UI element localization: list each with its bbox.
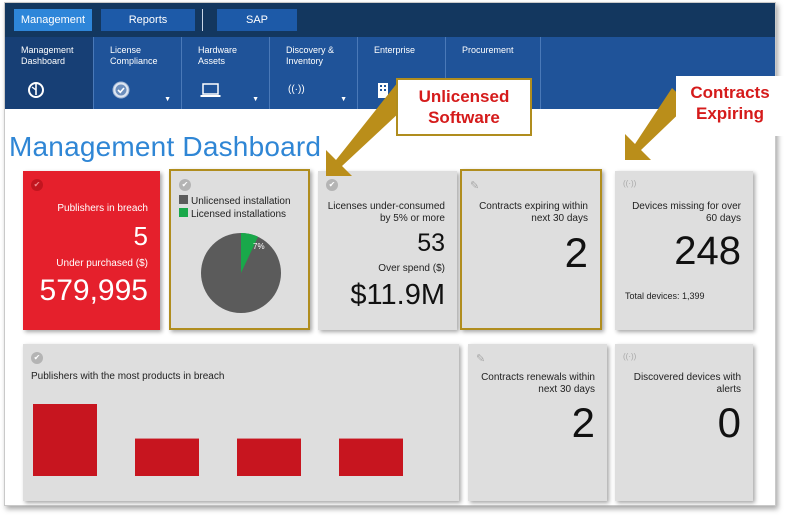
top-navigation: Management Reports SAP	[5, 3, 775, 37]
publisher-bar[interactable]	[237, 438, 301, 476]
tab-separator	[202, 9, 203, 31]
nav-label: Hardware Assets	[198, 45, 238, 66]
check-icon: ✔	[179, 179, 191, 191]
under-purchased-value: 579,995	[39, 274, 148, 307]
nav-label: Management Dashboard	[21, 45, 74, 66]
over-spend-label: Over spend ($)	[378, 263, 445, 274]
tile-licenses-underconsumed[interactable]: ✔ Licenses under-consumed by 5% or more …	[318, 171, 457, 330]
discovered-alerts-count: 0	[717, 399, 741, 446]
tile-publishers-most-products[interactable]: ✔ Publishers with the most products in b…	[23, 344, 459, 501]
legend-item-unlicensed: Unlicensed installation	[179, 195, 291, 208]
chevron-down-icon[interactable]: ▼	[340, 96, 347, 103]
nav-management-dashboard[interactable]: Management Dashboard	[5, 37, 93, 109]
contract-pen-icon: ✎	[470, 180, 480, 192]
check-icon: ✔	[31, 352, 43, 364]
underconsumed-count: 53	[417, 229, 445, 257]
nav-label: Discovery & Inventory	[286, 45, 335, 66]
tile-unlicensed-installations[interactable]: ✔ Unlicensed installation Licensed insta…	[169, 169, 310, 330]
publishers-bar-chart	[33, 404, 403, 476]
publishers-products-label: Publishers with the most products in bre…	[31, 371, 225, 382]
tile-contract-renewals[interactable]: ✎ Contracts renewals within next 30 days…	[468, 344, 607, 501]
devices-missing-count: 248	[674, 229, 741, 273]
check-icon: ✔	[31, 179, 43, 191]
total-devices: Total devices: 1,399	[625, 291, 705, 301]
building-icon	[376, 81, 394, 99]
publisher-bar[interactable]	[339, 438, 403, 476]
legend-item-licensed: Licensed installations	[179, 208, 291, 221]
under-purchased-label: Under purchased ($)	[56, 258, 148, 269]
contract-renewals-label: Contracts renewals within next 30 days	[481, 372, 595, 395]
nav-label: Enterprise	[374, 45, 416, 55]
tile-discovered-alerts[interactable]: ((·)) Discovered devices with alerts 0	[615, 344, 753, 501]
dashboard-gauge-icon	[27, 81, 45, 99]
publishers-breach-count: 5	[133, 221, 148, 251]
unlicensed-pie-chart: 7%	[201, 233, 281, 313]
annotation-contracts-expiring: Contracts Expiring	[676, 76, 784, 136]
app-window: Management Reports SAP Management Dashbo…	[4, 2, 776, 506]
tile-devices-missing[interactable]: ((·)) Devices missing for over 60 days 2…	[615, 171, 753, 330]
annotation-unlicensed-software: Unlicensed Software	[396, 78, 532, 136]
contracts-expiring-label: Contracts expiring within next 30 days	[479, 201, 588, 224]
over-spend-value: $11.9M	[350, 279, 445, 311]
pie-legend: Unlicensed installation Licensed install…	[179, 195, 291, 221]
publisher-bar[interactable]	[135, 438, 199, 476]
nav-label: License Compliance	[110, 45, 158, 66]
check-icon: ✔	[326, 179, 338, 191]
pie-percent-label: 7%	[253, 242, 265, 251]
nav-hardware-assets[interactable]: Hardware Assets ▼	[181, 37, 269, 109]
laptop-icon	[200, 81, 221, 99]
wireless-signal-icon: ((·))	[623, 179, 637, 188]
publisher-bar[interactable]	[33, 404, 97, 476]
wireless-signal-icon: ((·))	[288, 84, 305, 95]
pie-slice-licensed	[241, 233, 259, 273]
contracts-expiring-count: 2	[564, 229, 588, 276]
tile-contracts-expiring[interactable]: ✎ Contracts expiring within next 30 days…	[460, 169, 602, 330]
compliance-check-icon	[112, 81, 130, 99]
page-title: Management Dashboard	[9, 131, 322, 162]
contract-pen-icon: ✎	[476, 353, 486, 365]
nav-license-compliance[interactable]: License Compliance ▼	[93, 37, 181, 109]
tab-management[interactable]: Management	[14, 9, 92, 31]
legend-label-unlicensed: Unlicensed installation	[191, 196, 291, 207]
legend-swatch-unlicensed	[179, 195, 188, 204]
wireless-signal-icon: ((·))	[623, 352, 637, 361]
legend-swatch-licensed	[179, 208, 188, 217]
tab-reports[interactable]: Reports	[101, 9, 195, 31]
dashboard-grid: ✔ Publishers in breach 5 Under purchased…	[5, 159, 775, 507]
contract-renewals-count: 2	[571, 399, 595, 446]
tab-sap[interactable]: SAP	[217, 9, 297, 31]
chevron-down-icon[interactable]: ▼	[252, 96, 259, 103]
discovered-alerts-label: Discovered devices with alerts	[633, 372, 741, 395]
nav-discovery-inventory[interactable]: Discovery & Inventory ((·)) ▼	[269, 37, 357, 109]
nav-label: Procurement	[462, 45, 514, 55]
legend-label-licensed: Licensed installations	[191, 209, 287, 220]
publishers-breach-label: Publishers in breach	[57, 203, 148, 214]
underconsumed-label: Licenses under-consumed by 5% or more	[327, 201, 445, 224]
sub-navigation: Management Dashboard License Compliance …	[5, 37, 775, 109]
tile-publishers-in-breach[interactable]: ✔ Publishers in breach 5 Under purchased…	[23, 171, 160, 330]
nav-procurement[interactable]: Procurement	[445, 37, 541, 109]
chevron-down-icon[interactable]: ▼	[164, 96, 171, 103]
devices-missing-label: Devices missing for over 60 days	[632, 201, 741, 224]
